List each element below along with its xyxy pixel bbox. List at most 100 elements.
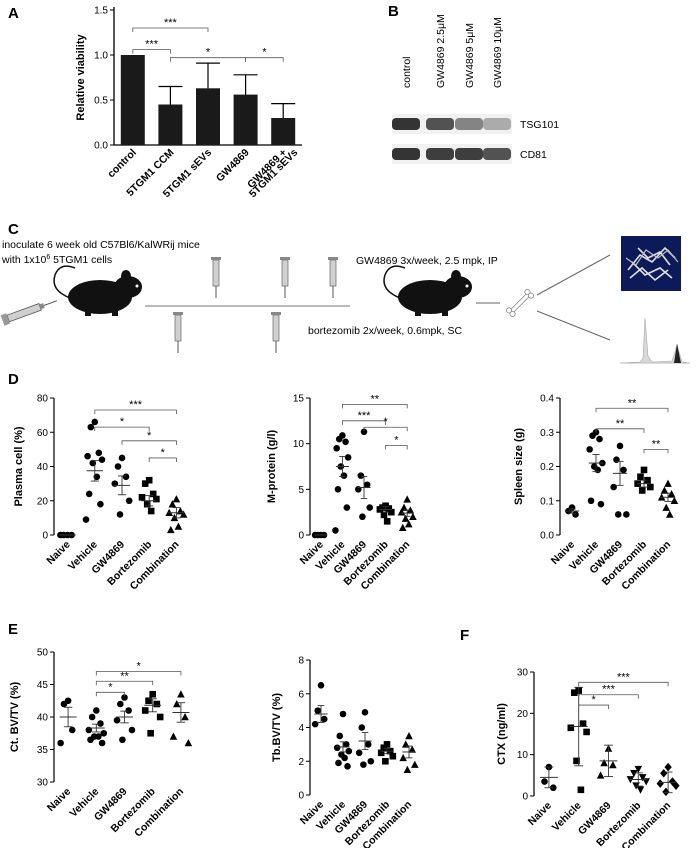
data-point — [85, 490, 93, 498]
significance-label: ** — [371, 393, 380, 405]
x-tick-label: Naive — [526, 800, 554, 828]
data-point — [179, 510, 188, 518]
data-point — [383, 741, 391, 748]
data-point — [637, 473, 644, 481]
data-point — [145, 697, 152, 705]
data-point — [383, 518, 391, 525]
y-tick-label: 1.5 — [94, 6, 108, 17]
data-point — [147, 507, 155, 515]
data-point — [57, 739, 64, 747]
significance-bracket — [132, 27, 209, 32]
data-point — [573, 757, 580, 765]
microct-image — [621, 236, 681, 291]
data-point — [664, 762, 672, 772]
x-tick-label: control — [105, 147, 139, 181]
data-point — [660, 486, 669, 494]
y-tick-label: 10 — [517, 750, 529, 761]
significance-bracket — [132, 49, 171, 54]
significance-bracket — [578, 694, 639, 699]
data-point — [357, 472, 365, 479]
y-tick-label: 0.2 — [540, 462, 554, 473]
y-tick-label: 30 — [37, 778, 49, 789]
data-point — [181, 713, 189, 721]
data-point — [153, 495, 160, 503]
significance-label: *** — [617, 671, 631, 683]
data-point — [84, 452, 91, 460]
significance-bracket — [95, 680, 154, 686]
data-point — [572, 511, 579, 518]
data-point — [97, 720, 104, 727]
data-point — [668, 777, 677, 786]
data-point — [339, 710, 347, 718]
data-point — [360, 428, 368, 436]
data-point — [408, 745, 417, 753]
y-tick-label: 0 — [298, 531, 304, 542]
significance-label: * — [383, 416, 388, 428]
data-point — [156, 713, 164, 721]
data-point — [87, 423, 95, 431]
data-point — [610, 483, 617, 491]
data-point — [600, 758, 608, 767]
data-point — [640, 466, 648, 474]
blot-band — [455, 118, 483, 130]
bortezomib-syringe-icon-2 — [271, 312, 281, 353]
y-tick-label: 5 — [298, 485, 304, 496]
data-point — [583, 728, 590, 736]
significance-label: * — [262, 47, 267, 59]
data-point — [597, 500, 605, 508]
bar — [196, 88, 220, 145]
data-point — [111, 480, 119, 487]
data-point — [587, 497, 595, 505]
data-point — [88, 713, 96, 721]
blot-band — [426, 118, 454, 130]
blot-band — [483, 118, 511, 130]
data-point — [116, 511, 124, 518]
data-point — [634, 765, 643, 774]
data-point — [620, 466, 627, 474]
data-point — [118, 454, 126, 462]
y-axis-label: CTX (ng/ml) — [496, 703, 508, 765]
significance-bracket — [121, 440, 177, 445]
data-point — [636, 786, 645, 794]
significance-bracket — [245, 57, 284, 62]
y-tick-label: 0 — [42, 531, 48, 542]
significance-label: * — [108, 681, 113, 693]
data-point — [403, 495, 411, 503]
bone-icon — [506, 289, 534, 317]
lane-label: control — [401, 56, 413, 88]
data-point — [397, 508, 406, 516]
data-point — [638, 774, 647, 782]
data-point — [385, 505, 393, 512]
y-tick-label: 30 — [517, 668, 529, 679]
data-point — [380, 744, 388, 752]
data-point — [93, 707, 100, 714]
blot-band — [483, 148, 511, 160]
y-tick-label: 20 — [37, 496, 49, 507]
data-point — [122, 473, 130, 481]
significance-label: * — [394, 434, 399, 446]
data-point — [665, 510, 674, 518]
mouse-icon-endpoint — [383, 265, 472, 316]
y-tick-label: 4 — [298, 723, 304, 734]
significance-bracket — [578, 681, 669, 687]
y-tick-label: 2 — [298, 757, 304, 768]
bortezomib-treatment-label: bortezomib 2x/week, 0.6mpk, SC — [308, 325, 462, 337]
data-point — [630, 769, 638, 778]
data-point — [398, 523, 407, 531]
data-point — [149, 490, 157, 498]
data-point — [345, 747, 353, 755]
data-point — [121, 694, 128, 701]
data-point — [377, 749, 385, 757]
gw4869-syringe-icon-2 — [280, 257, 290, 298]
data-point — [638, 487, 646, 494]
panel-letter-a: A — [8, 5, 19, 22]
data-point — [389, 752, 397, 760]
y-tick-label: 0 — [522, 792, 528, 803]
data-point — [177, 690, 185, 698]
gw4869-syringe-icon-3 — [328, 257, 338, 298]
significance-bracket — [95, 671, 182, 676]
